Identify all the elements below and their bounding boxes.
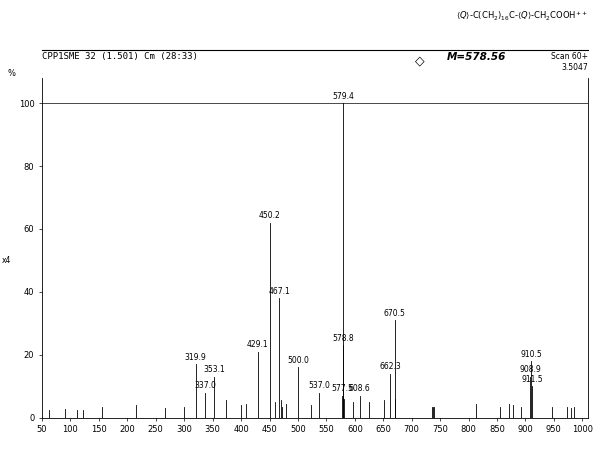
Text: 908.9: 908.9 xyxy=(520,365,541,374)
Text: 467.1: 467.1 xyxy=(268,287,290,296)
Text: 670.5: 670.5 xyxy=(384,309,406,318)
Text: 578.8: 578.8 xyxy=(332,334,353,343)
Text: 429.1: 429.1 xyxy=(247,340,268,349)
Text: 579.4: 579.4 xyxy=(332,92,354,101)
Text: 450.2: 450.2 xyxy=(259,211,280,220)
Text: 337.0: 337.0 xyxy=(194,381,216,390)
Text: x4: x4 xyxy=(2,256,11,265)
Text: Scan 60+
3.5047: Scan 60+ 3.5047 xyxy=(551,52,588,72)
Text: 319.9: 319.9 xyxy=(185,353,206,362)
Text: 662.3: 662.3 xyxy=(379,362,401,371)
Text: CPP1SME 32 (1.501) Cm (28:33): CPP1SME 32 (1.501) Cm (28:33) xyxy=(42,52,198,62)
Text: 910.5: 910.5 xyxy=(521,350,542,358)
Text: 500.0: 500.0 xyxy=(287,356,309,365)
Text: %: % xyxy=(8,69,16,78)
Text: 911.5: 911.5 xyxy=(521,375,543,384)
Text: 577.5: 577.5 xyxy=(331,384,353,393)
Text: 537.0: 537.0 xyxy=(308,381,330,390)
Text: $\langle Q\rangle$-C(CH$_2$)$_{16}$C-$\langle Q\rangle$-CH$_2$COOH$^{++}$: $\langle Q\rangle$-C(CH$_2$)$_{16}$C-$\l… xyxy=(457,9,588,22)
Text: 608.6: 608.6 xyxy=(349,384,371,393)
Text: ◇: ◇ xyxy=(415,54,425,67)
Text: 353.1: 353.1 xyxy=(203,365,225,374)
Text: M=578.56: M=578.56 xyxy=(447,52,506,62)
